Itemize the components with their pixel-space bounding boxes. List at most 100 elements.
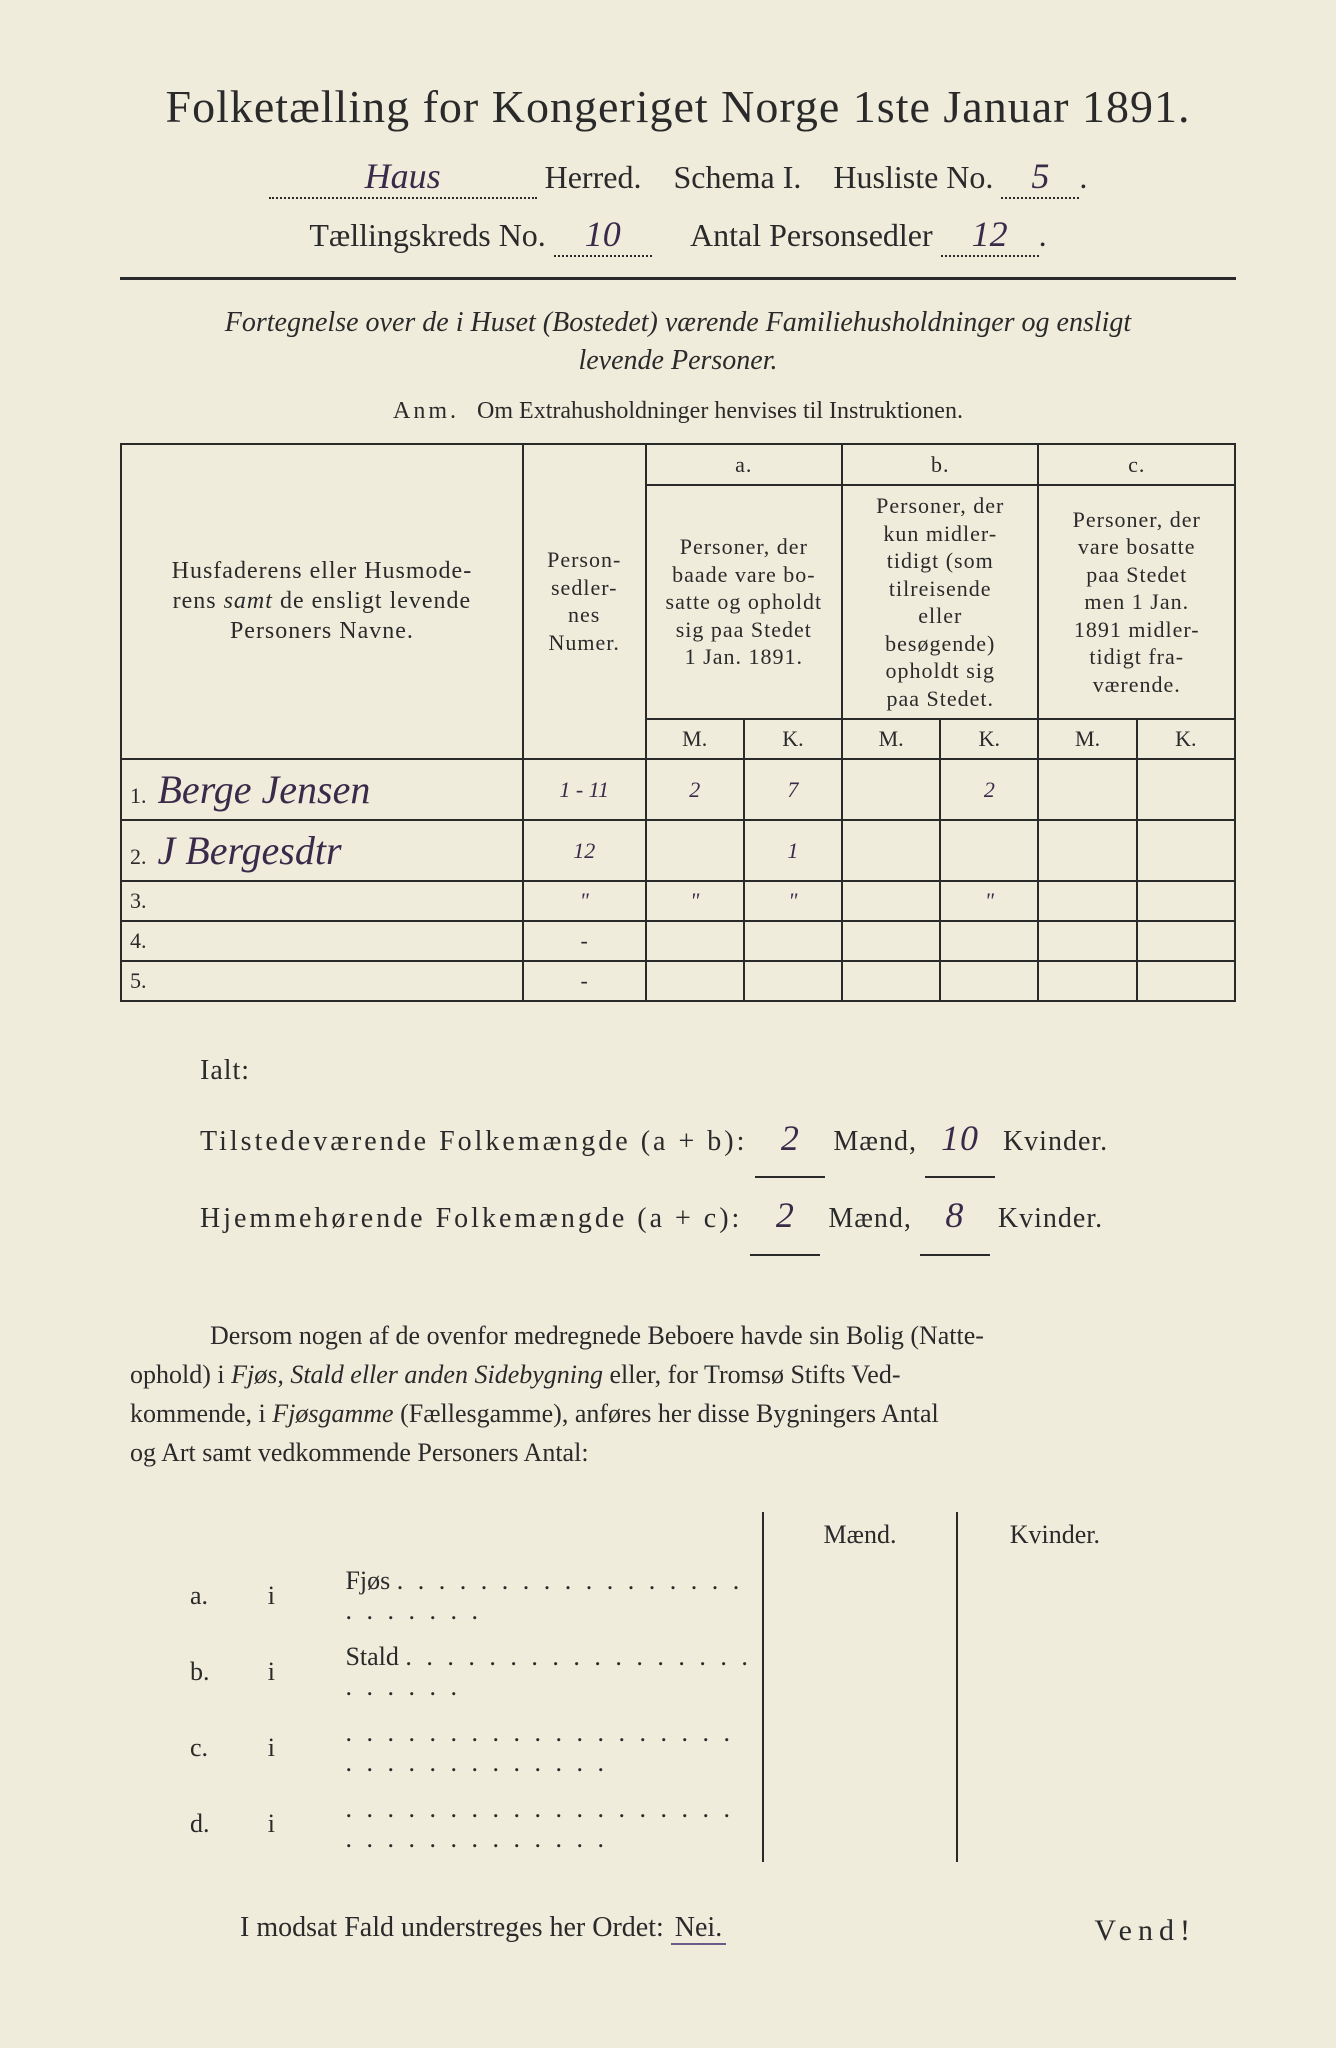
cell-name: 1. Berge Jensen: [121, 759, 523, 820]
kreds-field: 10: [554, 213, 652, 257]
cell-aM: [646, 820, 744, 881]
cell-num: 1 - 11: [523, 759, 646, 820]
cell-num: ": [523, 881, 646, 921]
cell-cK: [1137, 961, 1235, 1001]
ialt-line2: Hjemmehørende Folkemængde (a + c): 2 Mæn…: [200, 1178, 1236, 1256]
herred-value: Haus: [365, 156, 441, 196]
cell-bM: [842, 881, 940, 921]
bygning-row: b. i Stald . . . . . . . . . . . . . . .…: [180, 1634, 1152, 1710]
bygning-block: Mænd. Kvinder. a. i Fjøs . . . . . . . .…: [180, 1512, 1236, 1862]
bygning-row: c. i . . . . . . . . . . . . . . . . . .…: [180, 1710, 1152, 1786]
th-b-text: Personer, derkun midler-tidigt (somtilre…: [842, 485, 1038, 719]
herred-field: Haus: [269, 155, 537, 199]
cell-bK: [940, 961, 1038, 1001]
header-line-kreds: Tællingskreds No. 10 Antal Personsedler …: [120, 213, 1236, 257]
bygning-label: . . . . . . . . . . . . . . . . . . . . …: [335, 1710, 762, 1786]
bygning-i: i: [258, 1710, 336, 1786]
bygning-label: Stald . . . . . . . . . . . . . . . . . …: [335, 1634, 762, 1710]
cell-cM: [1038, 881, 1136, 921]
vend-label: Vend!: [1094, 1914, 1196, 1948]
ialt-line1-m: 2: [781, 1118, 800, 1158]
cell-cM: [1038, 759, 1136, 820]
cell-cM: [1038, 820, 1136, 881]
cell-name: 2. J Bergesdtr: [121, 820, 523, 881]
anm-note: Anm. Om Extrahusholdninger henvises til …: [120, 398, 1236, 425]
bygning-m: [763, 1710, 957, 1786]
kreds-value: 10: [585, 214, 621, 254]
antal-value: 12: [972, 214, 1008, 254]
ialt-line2-m-field: 2: [750, 1178, 820, 1256]
ialt-line1: Tilstedeværende Folkemængde (a + b): 2 M…: [200, 1101, 1236, 1179]
table-row: 3. " " " ": [121, 881, 1235, 921]
cell-bM: [842, 759, 940, 820]
th-c-m: M.: [1038, 719, 1136, 759]
table-row: 1. Berge Jensen 1 - 11 2 7 2: [121, 759, 1235, 820]
bygning-head-m: Mænd.: [763, 1512, 957, 1558]
kreds-label: Tællingskreds No.: [309, 217, 545, 253]
table-row: 4. -: [121, 921, 1235, 961]
bygning-t: Fjøs: [345, 1566, 390, 1595]
th-c-text: Personer, dervare bosattepaa Stedetmen 1…: [1038, 485, 1235, 719]
th-name: Husfaderens eller Husmode-rens samt de e…: [121, 444, 523, 760]
cell-aM: [646, 961, 744, 1001]
antal-label: Antal Personsedler: [690, 217, 933, 253]
anm-text: Om Extrahusholdninger henvises til Instr…: [477, 398, 963, 424]
ialt-line2-m: 2: [776, 1195, 795, 1235]
bygning-dots: . . . . . . . . . . . . . . . . . . . . …: [345, 1642, 751, 1701]
ialt-label: Ialt:: [200, 1042, 1236, 1101]
cell-num: 12: [523, 820, 646, 881]
th-num: Person-sedler-nesNumer.: [523, 444, 646, 760]
modsat-text: I modsat Fald understreges her Ordet:: [240, 1912, 664, 1943]
cell-aM: ": [646, 881, 744, 921]
cell-cK: [1137, 820, 1235, 881]
cell-aK: 7: [744, 759, 842, 820]
cell-cK: [1137, 921, 1235, 961]
name-hand: Berge Jensen: [158, 767, 371, 812]
bygning-table: Mænd. Kvinder. a. i Fjøs . . . . . . . .…: [180, 1512, 1152, 1862]
ialt-line2-k: 8: [945, 1195, 964, 1235]
ialt-kvinder-1: Kvinder.: [1003, 1126, 1108, 1157]
bygning-dots: . . . . . . . . . . . . . . . . . . . . …: [345, 1794, 734, 1853]
cell-name: 3.: [121, 881, 523, 921]
cell-bK: 2: [940, 759, 1038, 820]
th-a-label: a.: [646, 444, 842, 486]
cell-bK: [940, 921, 1038, 961]
census-form-page: Folketælling for Kongeriget Norge 1ste J…: [0, 0, 1336, 2048]
row-num: 2.: [130, 844, 147, 869]
ialt-line1-k-field: 10: [925, 1101, 995, 1179]
fortegnelse-line2: levende Personer.: [578, 345, 777, 376]
bygning-m: [763, 1634, 957, 1710]
cell-aM: [646, 921, 744, 961]
cell-name: 5.: [121, 961, 523, 1001]
ialt-maend-2: Mænd,: [828, 1203, 912, 1234]
th-b-m: M.: [842, 719, 940, 759]
cell-bK: [940, 820, 1038, 881]
dersom-paragraph: Dersom nogen af de ovenfor medregnede Be…: [130, 1316, 1226, 1472]
ialt-line1-pre: Tilstedeværende Folkemængde (a + b):: [200, 1126, 747, 1157]
ialt-line2-k-field: 8: [920, 1178, 990, 1256]
bygning-l: d.: [180, 1786, 258, 1862]
fortegnelse-heading: Fortegnelse over de i Huset (Bostedet) v…: [180, 304, 1176, 380]
th-b-k: K.: [940, 719, 1038, 759]
cell-cK: [1137, 759, 1235, 820]
bygning-i: i: [258, 1786, 336, 1862]
bygning-k: [957, 1634, 1151, 1710]
bygning-row: d. i . . . . . . . . . . . . . . . . . .…: [180, 1786, 1152, 1862]
th-a-m: M.: [646, 719, 744, 759]
bygning-label: Fjøs . . . . . . . . . . . . . . . . . .…: [335, 1558, 762, 1634]
cell-aK: 1: [744, 820, 842, 881]
cell-bK: ": [940, 881, 1038, 921]
husliste-label: Husliste No.: [833, 159, 993, 195]
bygning-l: c.: [180, 1710, 258, 1786]
cell-cK: [1137, 881, 1235, 921]
bygning-dots: . . . . . . . . . . . . . . . . . . . . …: [345, 1566, 743, 1625]
census-tbody: 1. Berge Jensen 1 - 11 2 7 2 2. J Berges…: [121, 759, 1235, 1001]
bygning-i: i: [258, 1634, 336, 1710]
schema-label: Schema I.: [673, 159, 801, 195]
header-line-herred: Haus Herred. Schema I. Husliste No. 5.: [120, 155, 1236, 199]
bygning-t: Stald: [345, 1642, 398, 1671]
ialt-line1-k: 10: [941, 1118, 979, 1158]
bygning-dots: . . . . . . . . . . . . . . . . . . . . …: [345, 1718, 734, 1777]
bygning-l: b.: [180, 1634, 258, 1710]
table-row: 2. J Bergesdtr 12 1: [121, 820, 1235, 881]
